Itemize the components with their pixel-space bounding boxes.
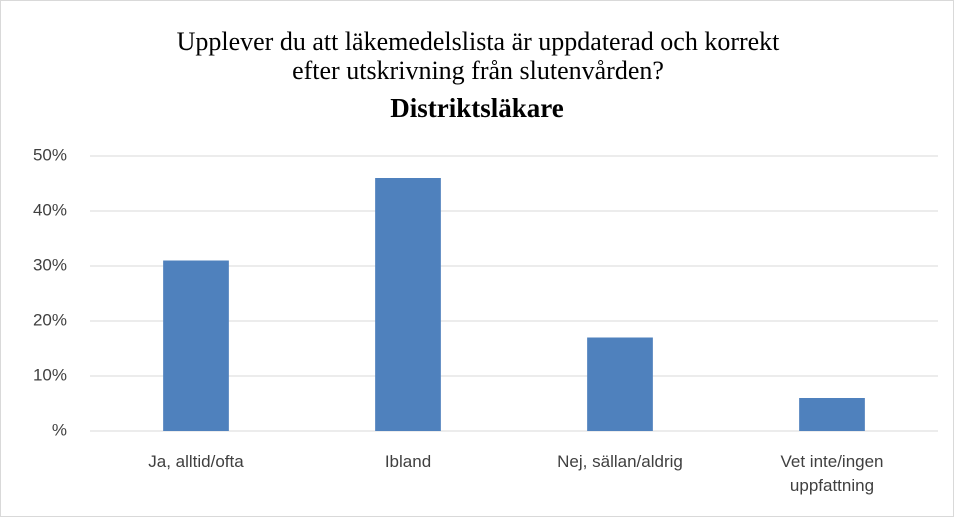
x-tick-label: Ja, alltid/ofta xyxy=(148,452,244,471)
chart-title: Upplever du att läkemedelslista är uppda… xyxy=(176,27,780,85)
y-tick-label: 10% xyxy=(33,365,67,384)
bar xyxy=(587,337,653,431)
bar xyxy=(375,178,441,431)
x-tick-label: Vet inte/ingen uppfattning xyxy=(780,452,884,495)
bar xyxy=(799,398,865,431)
y-tick-label: 20% xyxy=(33,310,67,329)
y-tick-label: 50% xyxy=(33,145,67,164)
x-tick-label: Ibland xyxy=(384,452,432,471)
y-tick-label: 40% xyxy=(33,200,67,219)
chart-subtitle: Distriktsläkare xyxy=(390,93,564,123)
y-tick-label: 30% xyxy=(33,255,67,274)
y-tick-label: % xyxy=(52,420,67,439)
x-tick-label: Nej, sällan/aldrig xyxy=(557,452,683,471)
bar xyxy=(163,260,229,431)
